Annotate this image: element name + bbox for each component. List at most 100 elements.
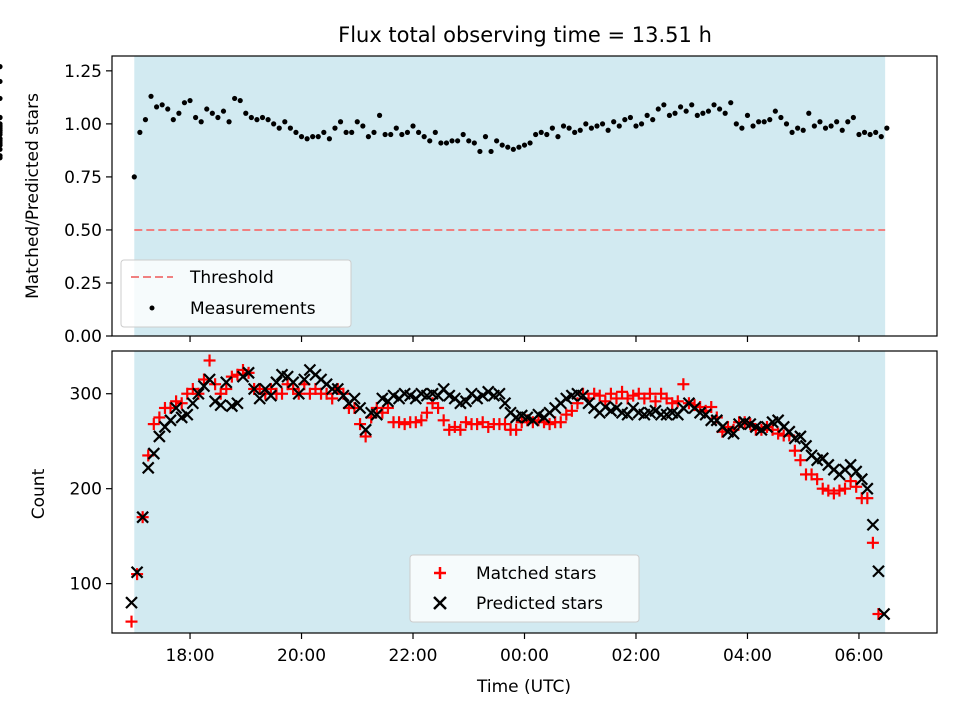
measurement-point [360,123,366,129]
measurement-point [845,119,851,125]
predicted-star-point [353,401,367,415]
legend-box [120,259,352,328]
predicted-star-point [649,404,662,418]
predicted-star-point [654,408,668,421]
predicted-star-point [286,376,300,389]
matched-star-point [610,392,623,405]
measurement-point [884,125,890,131]
measurement-point [683,108,689,114]
measurement-point [220,108,227,114]
predicted-star-point [359,423,372,437]
measurement-point [432,129,438,135]
predicted-star-point [704,414,718,427]
measurement-point [549,125,555,131]
chart-title: Flux total observing time = 13.51 h [338,23,712,47]
matched-star-point [621,392,634,405]
measurement-point [521,142,528,148]
measurement-point [404,129,411,135]
measurement-point [616,123,622,129]
measurement-point [817,119,823,125]
matched-star-point [543,418,556,431]
matched-star-point [276,387,289,400]
legend-matched-swatch [434,567,446,579]
measurement-point [153,104,160,110]
predicted-star-point [861,482,874,495]
legend: Matched stars Predicted stars [409,554,640,623]
measurement-point [243,110,249,116]
measurement-point [878,134,884,140]
matched-star-point [627,389,640,402]
measurement-point [644,112,650,118]
predicted-star-point [576,389,590,402]
legend: Threshold Measurements [120,259,352,328]
matched-star-point [471,418,484,431]
x-axis-label: Time (UTC) [476,677,571,697]
matched-star-point [203,354,216,367]
predicted-star-point [348,392,361,405]
measurement-point [0,78,3,85]
measurement-point [310,134,316,140]
predicted-star-point [214,398,227,412]
measurement-point [700,110,706,116]
measurement-point [689,102,695,108]
predicted-star-point [872,565,885,578]
measurement-point [410,123,416,129]
predicted-star-point [186,396,200,410]
measurement-point [142,117,149,123]
measurement-point [834,119,840,125]
matched-star-point [220,382,233,395]
measurement-point [427,138,433,144]
matched-star-point [588,387,601,400]
measurement-point [488,148,494,155]
measurement-point [343,129,349,135]
measurement-point [326,136,332,142]
predicted-star-point [794,430,807,443]
predicted-star-point [147,447,161,460]
measurement-point [193,114,199,121]
measurement-point [873,129,879,135]
predicted-star-point [476,389,489,402]
matched-star-point [437,414,450,427]
matched-star-point [326,392,339,405]
measurement-point [560,123,567,129]
measurement-point [739,125,745,131]
measurement-point [516,144,522,150]
measurement-point [131,174,137,180]
measurement-point [209,110,215,116]
matched-star-point [844,475,857,488]
measurement-point [705,108,712,114]
measurement-point [226,119,232,125]
measurement-point [650,117,656,123]
predicted-star-point [325,382,339,396]
measurement-point [505,144,511,150]
x-tick-label: 00:00 [500,646,549,666]
legend-matched-label: Matched stars [476,564,596,584]
measurement-point [315,134,321,140]
measurement-point [811,123,817,129]
measurement-point [566,125,572,131]
predicted-star-point [849,465,863,478]
x-tick-label: 06:00 [834,646,883,666]
matched-star-point [794,454,807,467]
measurement-point [661,102,667,108]
predicted-star-point [292,387,306,401]
measurement-point [471,140,477,146]
predicted-star-point [208,395,222,408]
matched-star-point [850,480,863,493]
matched-star-point [833,484,846,497]
predicted-star-point [219,376,233,389]
predicted-star-point [498,396,512,410]
measurement-point [711,102,717,108]
predicted-star-point [203,373,216,386]
measurement-point [728,100,734,106]
measurement-point [527,140,533,146]
measurement-point [0,64,3,70]
predicted-star-point [247,382,261,396]
measurement-point [170,117,176,123]
x-axis-ticks: 18:00 20:00 22:00 00:00 02:00 04:00 06:00 [166,633,883,666]
measurement-point [0,121,3,127]
predicted-star-point [125,596,138,609]
y-tick-label: 0.25 [64,274,102,294]
y-tick-label: 300 [70,385,102,405]
